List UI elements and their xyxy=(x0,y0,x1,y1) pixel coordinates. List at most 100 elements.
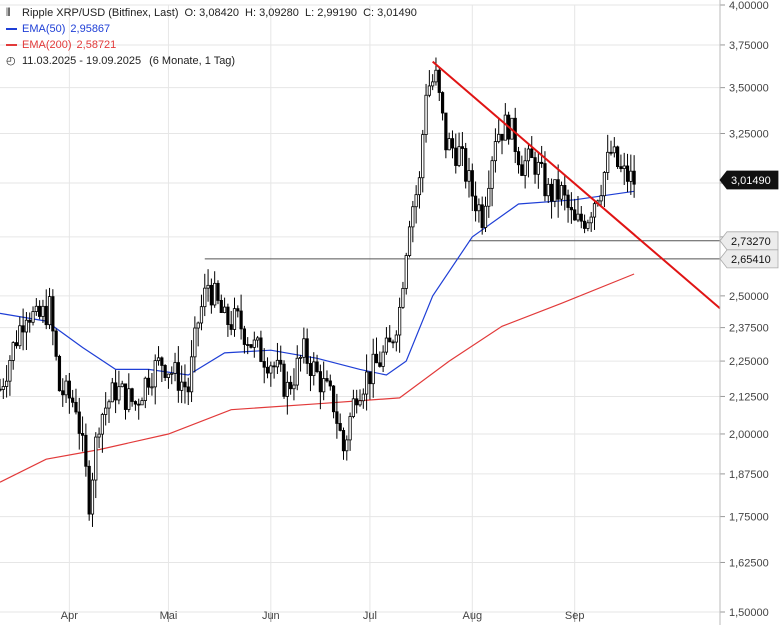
candle xyxy=(556,164,560,218)
candle-body xyxy=(444,112,448,151)
candle-body xyxy=(47,296,52,326)
candle-body xyxy=(249,344,253,348)
candle-body xyxy=(573,209,577,221)
candle xyxy=(536,151,540,189)
candle xyxy=(378,351,382,368)
candle-body xyxy=(34,305,38,312)
candle-body xyxy=(427,85,431,96)
candle-body xyxy=(229,324,233,330)
candle xyxy=(156,346,161,366)
candle xyxy=(411,200,415,243)
candle-body xyxy=(0,388,2,391)
candle xyxy=(606,134,610,181)
candle-body xyxy=(140,400,144,406)
candle xyxy=(166,373,171,389)
candle-body xyxy=(11,342,15,361)
candle xyxy=(473,181,478,222)
horizontal-levels xyxy=(204,240,720,260)
candle xyxy=(120,380,124,388)
candle-body xyxy=(619,166,623,169)
candle xyxy=(196,321,200,347)
candle-body xyxy=(222,306,227,313)
candle-body xyxy=(398,306,402,336)
candle-body xyxy=(576,213,580,221)
candle-body xyxy=(378,362,382,367)
candle xyxy=(351,389,355,419)
candle-body xyxy=(1,386,5,390)
candle-body xyxy=(612,146,616,154)
candle-body xyxy=(100,414,104,435)
candle-body xyxy=(24,319,29,333)
candle xyxy=(113,369,118,414)
candle xyxy=(401,281,405,309)
candle xyxy=(150,372,154,396)
candle-body xyxy=(384,337,389,353)
candle xyxy=(54,328,58,361)
candle-body xyxy=(80,433,85,436)
candle-body xyxy=(351,398,355,417)
candle xyxy=(431,74,435,91)
instrument-title: Ripple XRP/USD (Bitfinex, Last) xyxy=(22,7,179,19)
candle xyxy=(493,128,498,173)
candle-body xyxy=(602,172,607,197)
candle xyxy=(374,337,379,364)
candle xyxy=(414,185,418,224)
candle xyxy=(440,91,445,121)
candle-body xyxy=(414,194,418,208)
candle xyxy=(368,371,372,400)
y-tick-label: 4,00000 xyxy=(729,0,769,12)
candle-body xyxy=(487,187,491,207)
candle xyxy=(513,107,517,164)
candle xyxy=(5,365,9,398)
candle-body xyxy=(71,397,75,403)
legend-range: ◴ 11.03.2025 - 19.09.2025 (6 Monate, 1 T… xyxy=(6,53,417,69)
candle xyxy=(160,356,164,383)
candle-body xyxy=(566,194,570,208)
candle-body xyxy=(513,117,517,153)
y-tick-label: 2,37500 xyxy=(729,323,769,335)
candle xyxy=(127,373,131,413)
legend-title-row: ⫴ Ripple XRP/USD (Bitfinex, Last) O: 3,0… xyxy=(6,5,417,21)
candle-body xyxy=(97,433,101,438)
candle xyxy=(579,206,583,229)
candle-body xyxy=(173,362,177,374)
candle xyxy=(464,142,468,189)
candle xyxy=(18,316,22,349)
candle-body xyxy=(437,69,441,93)
y-tick-label: 2,12500 xyxy=(729,391,769,403)
candle xyxy=(467,157,471,198)
candle-body xyxy=(569,207,573,211)
candle xyxy=(540,145,544,168)
candle-body xyxy=(358,400,362,406)
candle-body xyxy=(599,195,603,202)
candle-body xyxy=(549,183,554,202)
candle xyxy=(328,374,332,391)
candle xyxy=(272,361,276,379)
x-tick-label: Apr xyxy=(61,610,78,622)
candle xyxy=(137,398,141,420)
price-tag-label: 3,01490 xyxy=(731,175,771,187)
candle xyxy=(592,201,597,230)
candle xyxy=(232,297,237,337)
candle-body xyxy=(500,133,504,141)
candle-body xyxy=(308,363,313,376)
candle-body xyxy=(143,377,147,401)
candle xyxy=(38,300,42,320)
candle-body xyxy=(242,328,247,345)
candle-body xyxy=(21,325,25,333)
candle xyxy=(424,83,428,143)
ema50-path xyxy=(0,190,635,376)
candle xyxy=(569,192,573,224)
candle xyxy=(331,385,336,419)
candle-body xyxy=(113,382,118,401)
candle-body xyxy=(137,403,141,406)
candle xyxy=(24,312,29,351)
candle xyxy=(302,327,306,364)
candle xyxy=(295,345,299,391)
candle xyxy=(269,361,273,387)
candle xyxy=(193,316,197,373)
candle xyxy=(457,132,461,168)
x-tick-label: Mai xyxy=(160,610,178,622)
candle-body xyxy=(520,164,524,176)
candle-body xyxy=(213,282,217,306)
